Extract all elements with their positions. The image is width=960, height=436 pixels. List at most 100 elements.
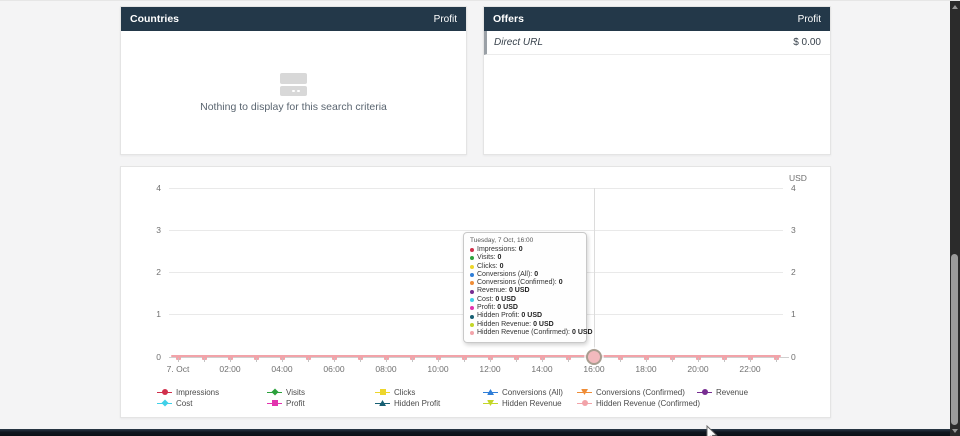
x-axis-tick xyxy=(724,358,725,362)
tooltip-item: Cost: 0 USD xyxy=(470,296,580,304)
x-axis-tick xyxy=(568,358,569,362)
x-axis-tick xyxy=(230,358,231,362)
legend-item-hidden-profit[interactable]: Hidden Profit xyxy=(375,398,440,408)
data-point[interactable] xyxy=(487,354,493,360)
data-point[interactable] xyxy=(227,354,233,360)
series-bullet-icon xyxy=(470,306,474,311)
triangle-up-icon xyxy=(952,5,958,9)
x-axis-label: 22:00 xyxy=(739,364,761,374)
offers-profit-column-header: Profit xyxy=(797,13,821,25)
y-axis-label-left: 4 xyxy=(156,183,161,193)
series-bullet-icon xyxy=(470,264,474,269)
x-axis-tick xyxy=(360,358,361,362)
offer-row-direct-url[interactable]: Direct URL $ 0.00 xyxy=(484,31,830,55)
x-axis-label: 08:00 xyxy=(375,364,397,374)
circle-icon xyxy=(697,388,712,397)
data-point[interactable] xyxy=(331,354,337,360)
circle-icon xyxy=(577,399,592,408)
data-point[interactable] xyxy=(305,354,311,360)
data-point[interactable] xyxy=(643,354,649,360)
triangle-up-icon xyxy=(483,388,498,397)
scroll-up-button[interactable] xyxy=(950,1,960,13)
data-point[interactable] xyxy=(773,354,779,360)
y-axis-label-right: 1 xyxy=(791,309,796,319)
tooltip-item: Visits: 0 xyxy=(470,254,580,262)
countries-panel-header: Countries Profit xyxy=(121,7,466,31)
series-bullet-icon xyxy=(470,248,474,253)
x-axis-tick xyxy=(490,358,491,362)
legend-item-revenue[interactable]: Revenue xyxy=(697,387,748,397)
x-axis-tick xyxy=(646,358,647,362)
countries-panel-title: Countries xyxy=(130,13,180,25)
x-axis-label: 7. Oct xyxy=(166,364,190,374)
data-point[interactable] xyxy=(357,354,363,360)
x-axis-tick xyxy=(672,358,673,362)
legend-item-conversions-all[interactable]: Conversions (All) xyxy=(483,387,563,397)
data-point[interactable] xyxy=(747,354,753,360)
x-axis-tick xyxy=(776,358,777,362)
data-point[interactable] xyxy=(461,354,467,360)
series-bullet-icon xyxy=(470,289,474,294)
bottom-window-edge xyxy=(0,429,950,436)
x-axis-tick xyxy=(256,358,257,362)
triangle-down-icon xyxy=(483,399,498,408)
data-point[interactable] xyxy=(201,354,207,360)
countries-profit-column-header: Profit xyxy=(433,13,457,25)
legend-item-hidden-revenue-confirmed[interactable]: Hidden Revenue (Confirmed) xyxy=(577,398,700,408)
y-axis-label-left: 2 xyxy=(156,267,161,277)
performance-chart-panel: USD 4 3 2 1 0 4 3 2 1 0 7. Oct 02:00 04:… xyxy=(120,166,831,436)
data-point[interactable] xyxy=(565,354,571,360)
legend-item-conversions-confirmed[interactable]: Conversions (Confirmed) xyxy=(577,387,685,397)
y-axis-label-left: 1 xyxy=(156,309,161,319)
legend-item-visits[interactable]: Visits xyxy=(267,387,305,397)
data-point[interactable] xyxy=(695,354,701,360)
data-point[interactable] xyxy=(539,354,545,360)
data-point[interactable] xyxy=(513,354,519,360)
chart-gridline xyxy=(169,230,783,231)
legend-item-hidden-revenue[interactable]: Hidden Revenue xyxy=(483,398,562,408)
y-axis-label-left: 0 xyxy=(156,352,161,362)
data-point[interactable] xyxy=(669,354,675,360)
data-point[interactable] xyxy=(175,354,181,360)
series-bullet-icon xyxy=(470,281,474,286)
triangle-down-icon xyxy=(952,429,958,433)
tooltip-item: Revenue: 0 USD xyxy=(470,287,580,295)
tooltip-item: Conversions (All): 0 xyxy=(470,271,580,279)
data-point[interactable] xyxy=(617,354,623,360)
offers-panel: Offers Profit Direct URL $ 0.00 xyxy=(483,6,831,155)
legend-item-impressions[interactable]: Impressions xyxy=(157,387,219,397)
scroll-down-button[interactable] xyxy=(950,425,960,436)
legend-item-cost[interactable]: Cost xyxy=(157,398,192,408)
data-point[interactable] xyxy=(383,354,389,360)
data-point[interactable] xyxy=(721,354,727,360)
x-axis-label: 04:00 xyxy=(271,364,293,374)
data-point[interactable] xyxy=(435,354,441,360)
y-axis-label-left: 3 xyxy=(156,225,161,235)
x-axis-label: 14:00 xyxy=(531,364,553,374)
x-axis-tick xyxy=(620,358,621,362)
diamond-icon xyxy=(157,399,172,408)
x-axis-label: 06:00 xyxy=(323,364,345,374)
empty-list-icon xyxy=(280,73,307,96)
x-axis-tick xyxy=(438,358,439,362)
hovered-data-point[interactable] xyxy=(586,349,602,365)
offer-profit-value: $ 0.00 xyxy=(793,37,821,48)
x-axis-label: 18:00 xyxy=(635,364,657,374)
legend-item-profit[interactable]: Profit xyxy=(267,398,305,408)
square-icon xyxy=(375,388,390,397)
x-axis-label: 16:00 xyxy=(583,364,605,374)
x-axis-label: 20:00 xyxy=(687,364,709,374)
scrollbar-thumb[interactable] xyxy=(951,254,958,425)
legend-item-clicks[interactable]: Clicks xyxy=(375,387,415,397)
x-axis-label: 10:00 xyxy=(427,364,449,374)
data-point[interactable] xyxy=(279,354,285,360)
offers-panel-title: Offers xyxy=(493,13,524,25)
data-point[interactable] xyxy=(253,354,259,360)
tooltip-item: Impressions: 0 xyxy=(470,246,580,254)
triangle-up-icon xyxy=(375,399,390,408)
data-point[interactable] xyxy=(409,354,415,360)
x-axis-tick xyxy=(516,358,517,362)
scrollbar-track[interactable] xyxy=(950,1,960,436)
offer-name: Direct URL xyxy=(494,37,543,48)
